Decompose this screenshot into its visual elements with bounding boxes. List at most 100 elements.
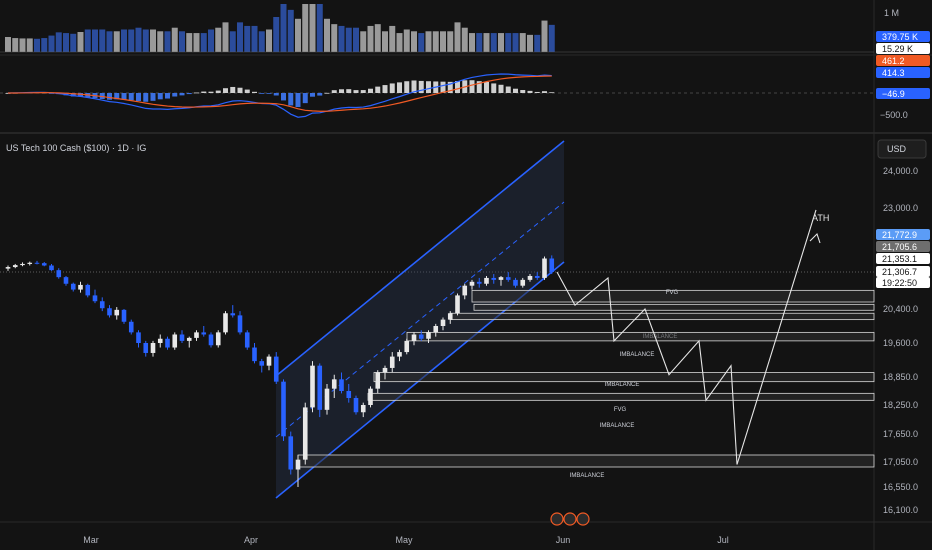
volume-bar — [490, 33, 497, 52]
macd-hist-bar — [447, 81, 453, 93]
candle-body — [433, 326, 439, 333]
candle-body — [179, 334, 185, 341]
volume-bar — [440, 31, 446, 52]
volume-bar — [237, 22, 243, 52]
volume-bar — [374, 24, 381, 52]
candle-body — [382, 367, 388, 373]
volume-bar — [135, 27, 142, 52]
volume-bar — [476, 33, 483, 52]
flag-icon[interactable] — [550, 512, 564, 526]
price-tick-label: 24,000.0 — [883, 166, 918, 176]
candle-body — [484, 277, 489, 284]
macd-hist-bar — [310, 93, 315, 97]
candle-body — [397, 352, 402, 357]
candle-body — [353, 398, 359, 413]
currency-button[interactable] — [877, 139, 927, 159]
volume-bar — [251, 25, 258, 52]
macd-badge: −46.9 — [882, 89, 905, 99]
macd-hist-bar — [440, 81, 446, 93]
candle-body — [165, 338, 170, 348]
volume-bar — [432, 31, 439, 52]
time-axis: Mar Apr May Jun Jul — [83, 535, 729, 545]
time-tick-label: Mar — [83, 535, 99, 545]
candle-body — [56, 270, 62, 278]
macd-hist-bar — [5, 93, 11, 94]
macd-hist-bar — [302, 93, 308, 104]
zone-label: FVG — [614, 407, 627, 413]
flag-icon[interactable] — [563, 512, 577, 526]
price-badge: 19:22:50 — [882, 278, 917, 288]
candle-body — [136, 332, 141, 343]
volume-bar — [447, 31, 454, 52]
event-icons[interactable] — [550, 512, 590, 526]
zone-label: IMBALANCE — [620, 352, 655, 358]
macd-hist-bar — [237, 87, 243, 93]
macd-hist-bar — [244, 89, 250, 93]
volume-bar — [287, 9, 294, 52]
volume-bar — [215, 27, 222, 52]
volume-bar — [389, 25, 396, 52]
macd-hist-bar — [498, 84, 504, 93]
candle-body — [215, 332, 221, 346]
macd-hist-bar — [411, 80, 417, 93]
candle-body — [259, 361, 265, 366]
volume-bar — [5, 37, 11, 52]
price-badge: 21,306.7 — [882, 267, 917, 277]
volume-bar — [48, 35, 55, 52]
macd-hist-bar — [426, 81, 431, 93]
volume-bar — [92, 29, 98, 52]
macd-hist-bar — [484, 81, 489, 93]
candle-body — [273, 356, 279, 382]
candle-body — [201, 332, 207, 335]
price-tick-label: 16,100.0 — [883, 505, 918, 515]
symbol-title[interactable]: US Tech 100 Cash ($100) · 1D · IG — [6, 143, 146, 153]
candle-body — [172, 334, 178, 348]
volume-bar — [70, 33, 77, 52]
macd-hist-bar — [136, 93, 141, 102]
macd-hist-bar — [549, 92, 555, 94]
macd-hist-bar — [353, 90, 359, 93]
candle-body — [107, 308, 112, 316]
macd-histogram — [5, 80, 555, 108]
price-tick-label: 17,050.0 — [883, 457, 918, 467]
candle-body — [41, 263, 47, 266]
macd-hist-bar — [70, 93, 76, 97]
candle-body — [389, 356, 395, 368]
candle-body — [223, 313, 228, 333]
macd-axis-label: −500.0 — [880, 110, 908, 120]
price-badge: 21,353.1 — [882, 254, 917, 264]
volume-bar — [157, 31, 164, 52]
candle-body — [462, 285, 468, 296]
price-badge-bg — [876, 229, 930, 240]
zone-label: FVG — [666, 290, 679, 296]
macd-hist-bar — [360, 90, 366, 93]
price-tick-label: 17,650.0 — [883, 429, 918, 439]
macd-hist-bar — [491, 83, 497, 93]
candle-body — [12, 265, 18, 268]
macd-hist-bar — [397, 82, 402, 93]
candle-body — [49, 265, 54, 271]
macd-hist-bar — [469, 80, 475, 93]
macd-hist-bar — [114, 93, 120, 100]
volume-bar — [483, 33, 490, 52]
volume-bar — [222, 22, 229, 52]
volume-bar — [461, 27, 468, 52]
candle-body — [78, 284, 83, 290]
macd-hist-bar — [455, 81, 460, 93]
candle-body — [230, 313, 236, 316]
price-badge-bg — [876, 277, 930, 288]
candle-body — [520, 279, 526, 286]
volume-bar — [63, 33, 69, 52]
macd-hist-bar — [288, 93, 294, 106]
volume-bar — [302, 4, 309, 52]
candle-body — [194, 332, 199, 338]
volume-bar — [55, 32, 62, 52]
flag-icon[interactable] — [576, 512, 590, 526]
zone-label: IMBALANCE — [570, 473, 605, 479]
volume-bar — [541, 20, 548, 52]
candle-body — [469, 281, 475, 286]
zone-box — [473, 303, 875, 311]
volume-bar — [403, 29, 410, 52]
price-tick-label: 16,550.0 — [883, 482, 918, 492]
